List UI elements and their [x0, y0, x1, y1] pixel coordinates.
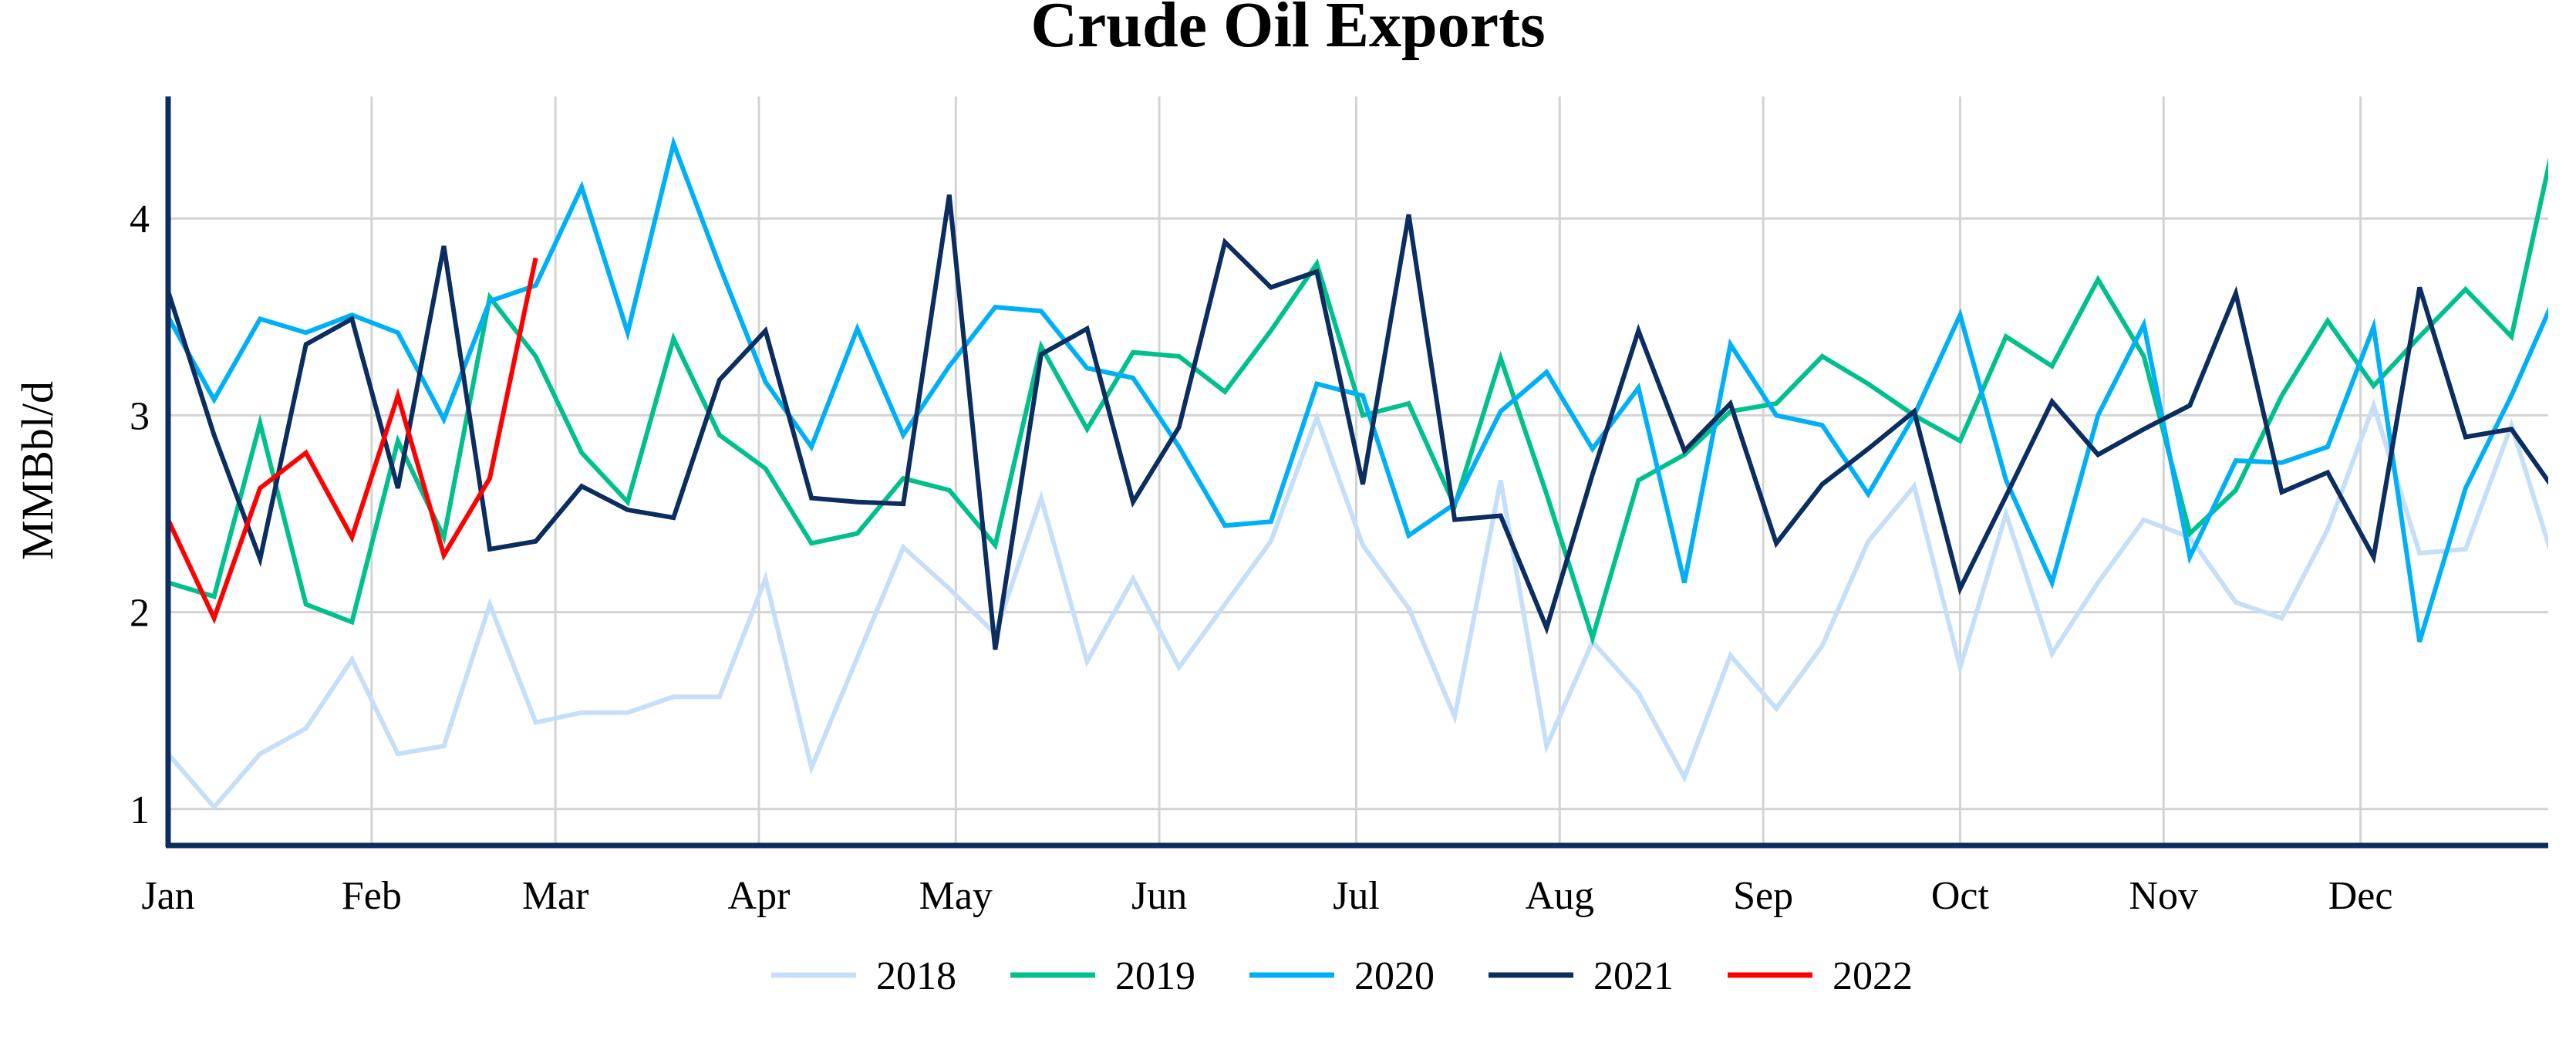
chart-title: Crude Oil Exports [1030, 0, 1545, 61]
legend: 2018 2019 2020 2021 2022 [771, 954, 1913, 998]
x-tick-labels: Jan Feb Mar Apr May Jun Jul Aug Sep Oct Nov Dec [141, 874, 2392, 918]
y-tick-label: 2 [130, 592, 150, 636]
legend-item-2020: 2020 [1249, 954, 1435, 998]
series-line-2020 [168, 136, 2548, 643]
y-axis-label: MMBbl/d [12, 381, 62, 560]
x-tick-label: Aug [1525, 874, 1594, 918]
x-tick-label: Dec [2328, 874, 2393, 918]
x-tick-label: Jun [1131, 874, 1187, 918]
series-line-2019 [168, 157, 2548, 646]
legend-item-2022: 2022 [1728, 954, 1913, 998]
series-line-2018 [168, 398, 2548, 811]
series-lines [168, 136, 2548, 811]
legend-item-2019: 2019 [1010, 954, 1195, 998]
legend-label: 2019 [1115, 954, 1195, 998]
x-tick-label: Jul [1333, 874, 1380, 918]
series-line-2022 [168, 257, 538, 625]
x-tick-label: Mar [522, 874, 589, 918]
legend-item-2018: 2018 [771, 954, 956, 998]
x-tick-label: Oct [1931, 874, 1990, 918]
x-tick-label: Jan [141, 874, 194, 918]
y-tick-label: 4 [130, 197, 150, 241]
x-tick-label: Apr [728, 874, 791, 918]
legend-label: 2022 [1833, 954, 1913, 998]
series-line-2021 [168, 194, 2548, 650]
x-tick-label: May [919, 874, 993, 918]
y-tick-label: 1 [130, 788, 150, 832]
x-tick-label: Feb [342, 874, 402, 918]
y-tick-label: 3 [130, 394, 150, 438]
legend-label: 2020 [1354, 954, 1435, 998]
x-tick-label: Sep [1733, 874, 1793, 918]
legend-item-2021: 2021 [1489, 954, 1674, 998]
y-tick-labels: 1 2 3 4 [130, 197, 150, 832]
legend-label: 2021 [1593, 954, 1674, 998]
legend-label: 2018 [876, 954, 956, 998]
x-tick-label: Nov [2129, 874, 2198, 918]
